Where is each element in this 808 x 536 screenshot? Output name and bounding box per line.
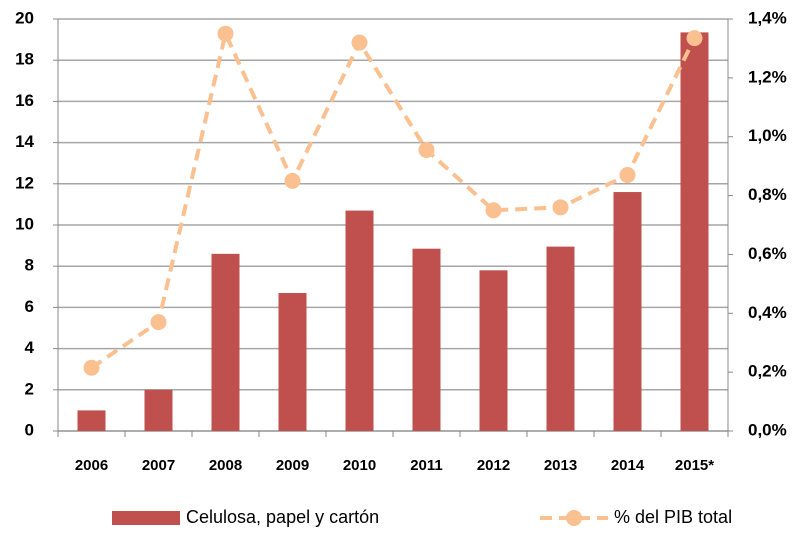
x-tick-label: 2014 — [611, 457, 645, 474]
y2-tick-label: 0,8% — [748, 185, 787, 204]
y-tick-label: 6 — [25, 297, 34, 316]
y-tick-label: 16 — [15, 91, 34, 110]
y2-tick-label: 1,0% — [748, 126, 787, 145]
line-marker — [619, 166, 636, 183]
y-tick-label: 0 — [25, 420, 34, 439]
legend-marker — [566, 510, 582, 526]
line-marker — [284, 172, 301, 189]
legend-label: Celulosa, papel y cartón — [186, 507, 379, 527]
y-tick-label: 20 — [15, 8, 34, 27]
y-tick-label: 10 — [15, 214, 34, 233]
bar — [77, 410, 106, 431]
bar — [278, 292, 307, 431]
x-tick-label: 2007 — [142, 457, 175, 474]
y2-tick-label: 0,2% — [748, 362, 787, 381]
y2-tick-label: 0,4% — [748, 303, 787, 322]
y2-tick-label: 1,4% — [748, 8, 787, 27]
line — [90, 27, 697, 370]
line-marker — [686, 30, 703, 47]
y-tick-label: 18 — [15, 50, 34, 69]
x-tick-label: 2008 — [209, 457, 242, 474]
x-tick-label: 2006 — [75, 457, 108, 474]
bar — [479, 270, 508, 431]
y2-tick-label: 0,6% — [748, 244, 787, 263]
y-tick-label: 2 — [25, 379, 34, 398]
x-tick-label: 2015* — [675, 457, 714, 474]
x-tick-label: 2012 — [477, 457, 510, 474]
bar — [680, 32, 709, 431]
line-marker — [217, 25, 234, 42]
x-tick-label: 2011 — [410, 457, 443, 474]
line-marker — [418, 141, 435, 158]
legend-swatch — [112, 511, 180, 525]
y2-tick-label: 0,0% — [748, 420, 787, 439]
bar — [546, 246, 575, 431]
y2-tick-label: 1,2% — [748, 67, 787, 86]
bar — [345, 210, 374, 431]
line-marker — [83, 359, 100, 376]
y-tick-label: 8 — [25, 256, 34, 275]
bar — [613, 192, 642, 431]
bar — [412, 248, 441, 431]
line-marker — [552, 199, 569, 216]
x-tick-label: 2010 — [343, 457, 376, 474]
legend-label: % del PIB total — [614, 507, 732, 527]
y-tick-label: 12 — [15, 173, 34, 192]
bar — [211, 253, 240, 431]
line-marker — [485, 202, 502, 219]
bar — [144, 389, 173, 431]
x-tick-label: 2009 — [276, 457, 309, 474]
x-tick-label: 2013 — [544, 457, 577, 474]
y-tick-label: 4 — [25, 338, 35, 357]
y-tick-label: 14 — [15, 132, 34, 151]
line-marker — [351, 34, 368, 51]
line-marker — [150, 314, 167, 331]
